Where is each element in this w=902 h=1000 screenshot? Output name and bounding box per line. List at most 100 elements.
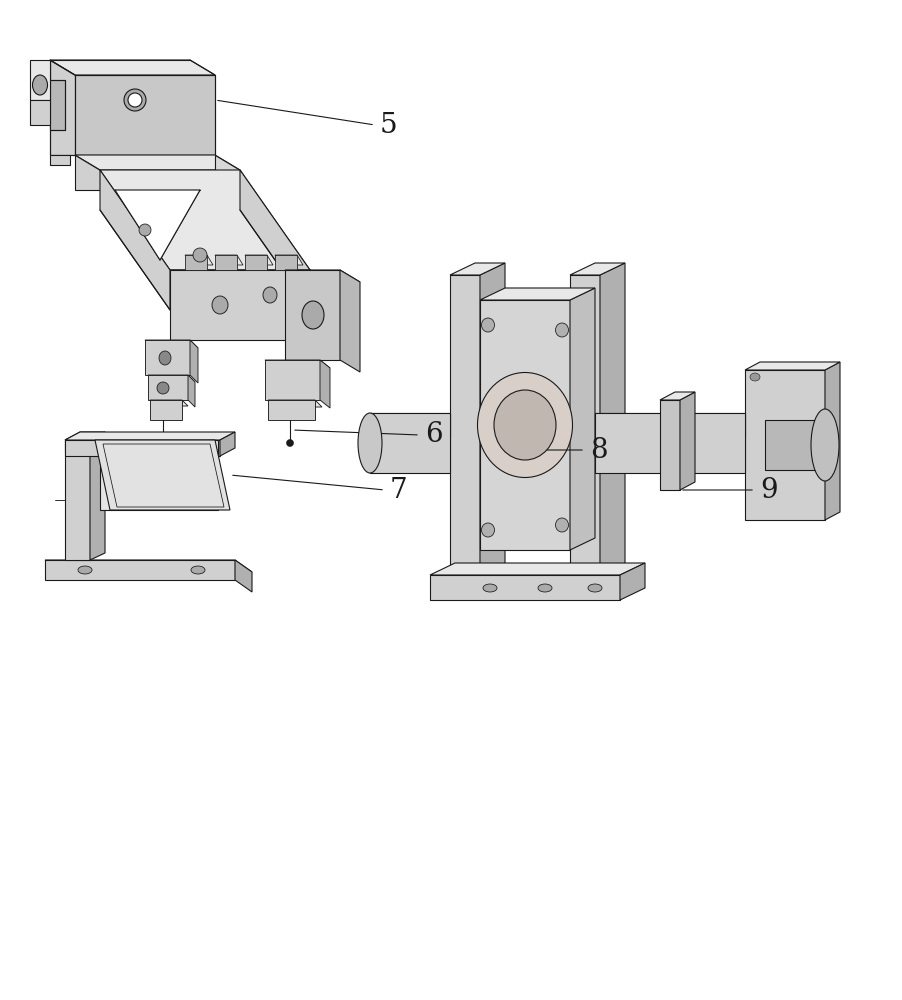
Ellipse shape (159, 351, 170, 365)
Text: 5: 5 (380, 112, 397, 139)
Polygon shape (75, 155, 100, 190)
Polygon shape (268, 400, 322, 407)
Polygon shape (145, 340, 189, 375)
Polygon shape (244, 255, 267, 270)
Polygon shape (240, 170, 309, 310)
Polygon shape (65, 440, 90, 450)
Polygon shape (275, 255, 297, 270)
Polygon shape (30, 100, 50, 125)
Polygon shape (188, 375, 195, 407)
Polygon shape (659, 392, 695, 400)
Ellipse shape (750, 373, 759, 381)
Ellipse shape (555, 518, 568, 532)
Polygon shape (100, 170, 170, 310)
Polygon shape (50, 155, 70, 165)
Ellipse shape (32, 75, 48, 95)
Polygon shape (148, 375, 195, 382)
Polygon shape (285, 270, 340, 360)
Polygon shape (45, 560, 235, 580)
Text: 8: 8 (589, 436, 607, 464)
Ellipse shape (286, 440, 293, 446)
Ellipse shape (193, 248, 207, 262)
Ellipse shape (139, 224, 151, 236)
Polygon shape (264, 360, 329, 368)
Polygon shape (215, 255, 236, 270)
Polygon shape (429, 563, 644, 575)
Ellipse shape (128, 93, 142, 107)
Polygon shape (145, 340, 198, 348)
Polygon shape (275, 255, 303, 265)
Polygon shape (95, 440, 230, 510)
Polygon shape (215, 155, 240, 190)
Polygon shape (235, 560, 252, 592)
Ellipse shape (212, 296, 227, 314)
Polygon shape (170, 270, 309, 340)
Polygon shape (170, 270, 335, 285)
Polygon shape (268, 400, 315, 420)
Polygon shape (150, 400, 182, 420)
Polygon shape (744, 362, 839, 370)
Ellipse shape (810, 409, 838, 481)
Ellipse shape (493, 390, 556, 460)
Ellipse shape (262, 287, 277, 303)
Polygon shape (65, 432, 105, 440)
Ellipse shape (555, 323, 568, 337)
Polygon shape (620, 563, 644, 600)
Ellipse shape (481, 318, 494, 332)
Polygon shape (100, 170, 309, 270)
Polygon shape (285, 270, 360, 282)
Polygon shape (659, 400, 679, 490)
Polygon shape (75, 75, 215, 155)
Ellipse shape (587, 584, 602, 592)
Polygon shape (480, 263, 504, 575)
Polygon shape (244, 255, 272, 265)
Polygon shape (65, 432, 235, 440)
Polygon shape (599, 263, 624, 575)
Polygon shape (594, 413, 744, 437)
Polygon shape (569, 288, 594, 550)
Polygon shape (319, 360, 329, 408)
Polygon shape (65, 440, 90, 560)
Ellipse shape (357, 413, 382, 473)
Polygon shape (215, 255, 243, 265)
Ellipse shape (191, 566, 205, 574)
Ellipse shape (157, 382, 169, 394)
Polygon shape (429, 575, 620, 600)
Polygon shape (100, 440, 217, 510)
Polygon shape (744, 370, 824, 520)
Polygon shape (30, 60, 50, 100)
Polygon shape (340, 270, 360, 372)
Ellipse shape (538, 584, 551, 592)
Text: 6: 6 (425, 422, 442, 448)
Polygon shape (150, 400, 188, 406)
Polygon shape (764, 420, 815, 470)
Polygon shape (50, 80, 65, 130)
Polygon shape (50, 60, 215, 75)
Polygon shape (115, 190, 199, 260)
Ellipse shape (301, 301, 324, 329)
Polygon shape (185, 255, 213, 265)
Polygon shape (569, 275, 599, 575)
Ellipse shape (477, 372, 572, 478)
Polygon shape (449, 275, 480, 575)
Polygon shape (480, 300, 569, 550)
Polygon shape (50, 60, 75, 155)
Polygon shape (148, 375, 188, 400)
Polygon shape (370, 413, 449, 437)
Polygon shape (185, 255, 207, 270)
Ellipse shape (124, 89, 146, 111)
Polygon shape (370, 413, 449, 473)
Ellipse shape (481, 523, 494, 537)
Polygon shape (449, 263, 504, 275)
Polygon shape (594, 413, 744, 473)
Polygon shape (824, 362, 839, 520)
Polygon shape (264, 360, 319, 400)
Polygon shape (679, 392, 695, 490)
Polygon shape (65, 440, 220, 456)
Polygon shape (189, 340, 198, 383)
Polygon shape (75, 155, 240, 170)
Polygon shape (45, 560, 252, 572)
Ellipse shape (483, 584, 496, 592)
Polygon shape (480, 288, 594, 300)
Ellipse shape (78, 566, 92, 574)
